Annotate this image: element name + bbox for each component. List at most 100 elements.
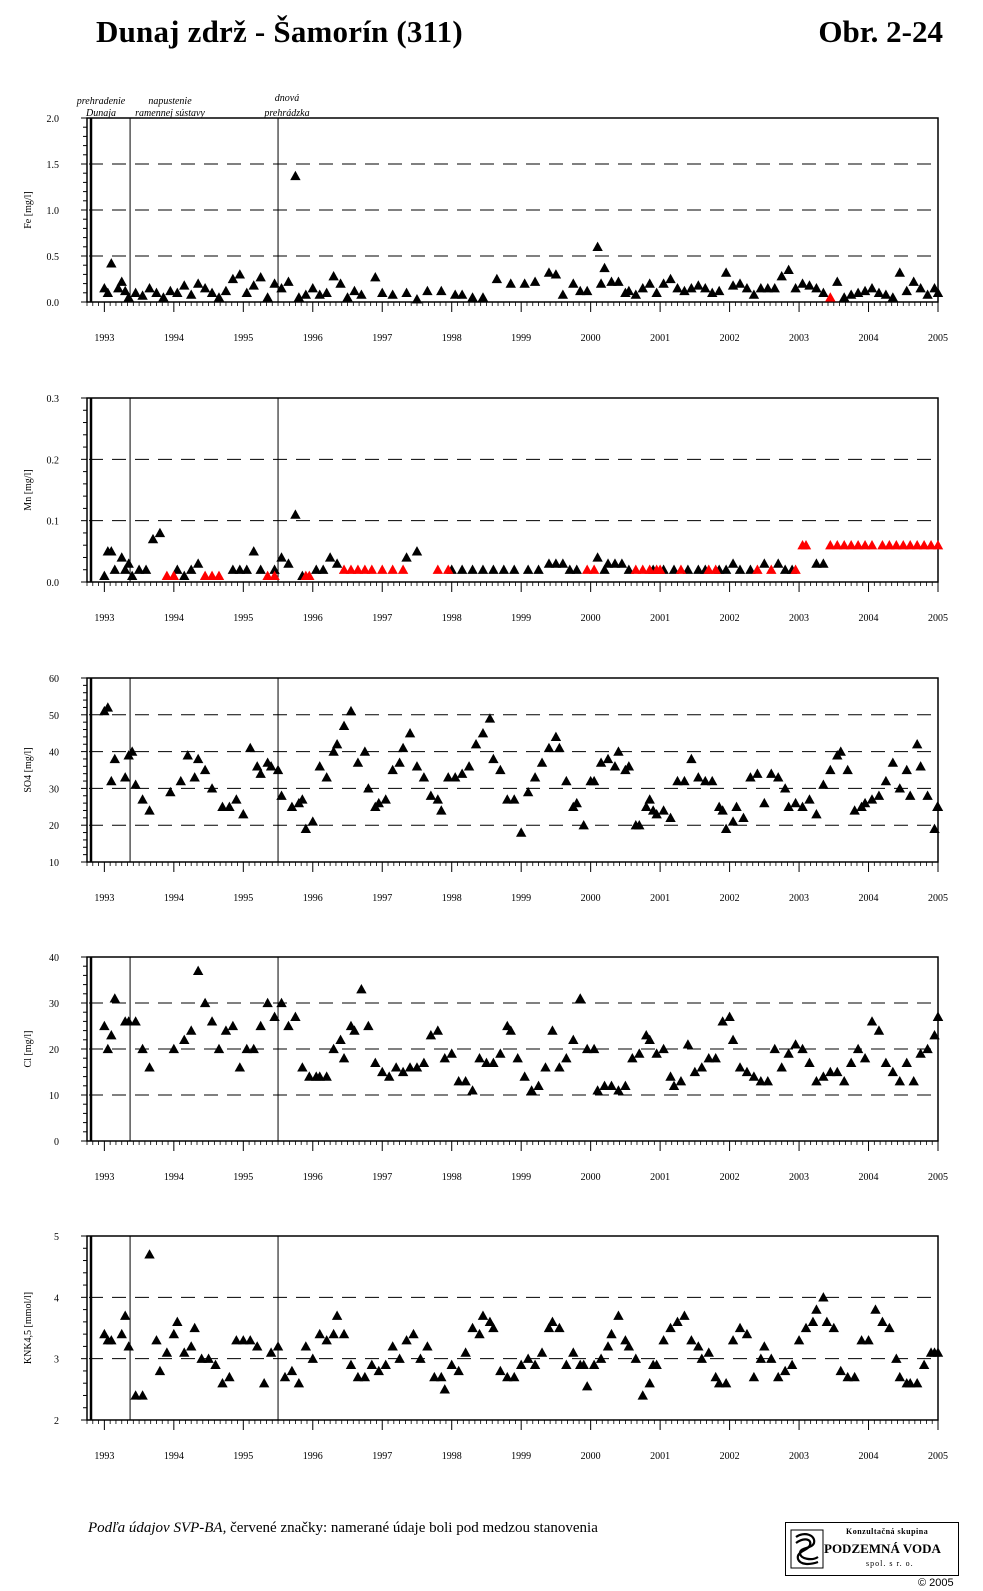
- x-tick-label: 2004: [859, 893, 879, 904]
- data-point: [99, 1020, 110, 1031]
- data-point: [686, 283, 697, 293]
- data-point: [581, 1043, 593, 1054]
- data-point: [484, 713, 496, 723]
- data-point: [283, 1020, 294, 1031]
- data-point: [668, 564, 680, 574]
- data-point: [335, 1034, 346, 1044]
- data-point: [651, 1359, 662, 1369]
- y-tick-label: 0.0: [47, 298, 60, 309]
- data-point: [849, 1371, 860, 1382]
- data-point: [773, 1371, 784, 1382]
- data-point: [425, 790, 437, 800]
- data-point: [672, 775, 683, 786]
- x-tick-label: 1994: [164, 1451, 184, 1462]
- data-point: [748, 1071, 760, 1081]
- data-point: [463, 761, 475, 771]
- data-point: [495, 764, 506, 775]
- x-tick-label: 1993: [94, 1451, 114, 1462]
- data-point: [290, 170, 301, 181]
- data-point: [894, 1371, 905, 1382]
- data-point: [408, 1328, 419, 1339]
- event-label: prehradenie: [76, 96, 126, 107]
- data-point: [488, 564, 499, 574]
- data-point: [689, 1066, 701, 1077]
- data-point: [620, 1080, 631, 1090]
- data-point: [269, 570, 280, 581]
- data-point: [578, 820, 589, 830]
- data-point: [286, 1365, 298, 1376]
- data-point: [755, 283, 767, 293]
- data-point: [297, 1062, 308, 1072]
- data-point: [363, 1020, 374, 1031]
- data-point: [109, 564, 120, 574]
- data-point: [345, 1359, 357, 1369]
- data-point: [106, 258, 117, 268]
- data-point: [498, 564, 510, 574]
- y-tick-label: 60: [49, 674, 59, 685]
- data-point: [835, 746, 846, 756]
- data-point: [734, 278, 746, 288]
- data-point: [818, 1071, 829, 1081]
- data-point: [443, 772, 454, 782]
- data-point: [825, 1066, 836, 1077]
- data-point: [206, 1016, 218, 1026]
- data-point: [800, 1322, 812, 1333]
- x-tick-label: 2002: [720, 333, 740, 344]
- data-point: [172, 564, 183, 574]
- logo-line-1: Konzultačná skupina: [846, 1527, 929, 1536]
- data-point: [651, 287, 662, 297]
- data-point: [641, 801, 652, 811]
- data-point: [766, 768, 777, 778]
- data-point: [352, 564, 364, 574]
- data-point: [467, 1085, 478, 1095]
- data-point: [835, 1365, 846, 1376]
- x-tick-label: 1994: [164, 613, 184, 624]
- data-point: [186, 564, 197, 574]
- data-point: [192, 278, 204, 288]
- y-axis-label: KNK4,5 [mmol/l]: [23, 1292, 34, 1364]
- data-point: [314, 1328, 325, 1339]
- data-point: [106, 546, 117, 556]
- x-tick-label: 1996: [303, 613, 323, 624]
- data-point: [366, 1359, 378, 1369]
- data-point: [144, 1062, 155, 1072]
- data-point: [186, 1025, 197, 1035]
- data-point: [901, 285, 912, 296]
- data-point: [474, 1328, 485, 1339]
- data-point: [505, 1025, 516, 1035]
- data-point: [616, 558, 628, 568]
- data-point: [123, 558, 134, 568]
- data-point: [550, 558, 562, 568]
- data-point: [165, 786, 176, 797]
- x-tick-label: 1996: [303, 333, 323, 344]
- data-point: [911, 1378, 923, 1388]
- data-point: [915, 283, 926, 293]
- data-point: [512, 1053, 523, 1063]
- data-point: [710, 1053, 721, 1063]
- x-tick-label: 2005: [928, 893, 948, 904]
- data-point: [613, 276, 624, 286]
- data-point: [741, 1328, 753, 1339]
- company-logo: Konzultačná skupina PODZEMNÁ VODA spol. …: [785, 1522, 959, 1576]
- data-point: [279, 1371, 291, 1382]
- data-point: [418, 1057, 430, 1067]
- data-point: [748, 1371, 760, 1382]
- event-label: prehrádzka: [263, 108, 309, 119]
- data-point: [404, 728, 416, 738]
- data-point: [727, 1335, 739, 1345]
- data-point: [130, 1390, 141, 1400]
- data-point: [922, 790, 933, 800]
- data-point: [880, 289, 892, 299]
- data-point: [929, 1030, 940, 1040]
- data-point: [206, 570, 218, 581]
- data-point: [161, 570, 173, 581]
- data-point: [199, 764, 211, 775]
- x-tick-label: 1994: [164, 1172, 184, 1183]
- data-point: [439, 1384, 450, 1394]
- data-point: [832, 540, 843, 550]
- data-point: [331, 558, 343, 568]
- data-point: [793, 1335, 805, 1345]
- data-point: [693, 280, 704, 290]
- data-point: [797, 278, 808, 288]
- data-point: [759, 558, 770, 568]
